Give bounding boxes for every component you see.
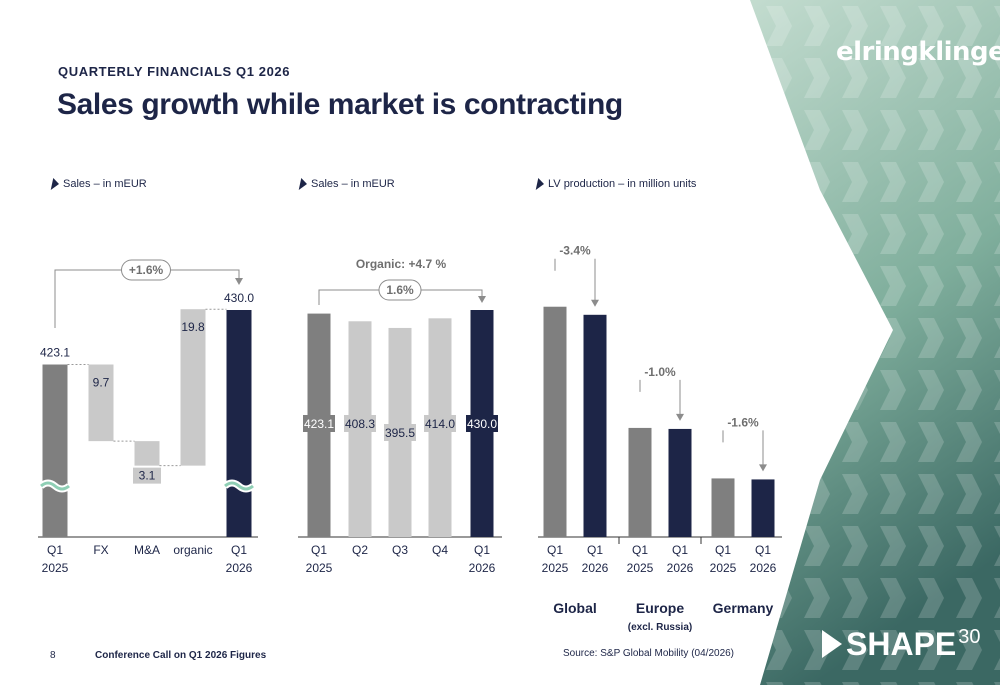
panel-label-text: LV production – in million units xyxy=(548,178,697,190)
panel-label-text: Sales – in mEUR xyxy=(311,178,395,190)
chart3-change-label: -1.0% xyxy=(644,365,676,379)
chart3-change-label: -1.6% xyxy=(727,415,759,429)
chart2-category-label: Q1 2025 xyxy=(306,543,333,575)
chart1-value-label: 19.8 xyxy=(181,320,205,334)
chart2-label-bg xyxy=(384,424,416,441)
panel-label-2: Sales – in mEUR xyxy=(298,178,395,190)
footer-text: Conference Call on Q1 2026 Figures xyxy=(95,650,267,661)
chart1-value-label: 423.1 xyxy=(40,346,70,360)
chart2-category-label: Q3 xyxy=(392,543,408,557)
chart1-category-label: organic xyxy=(173,543,212,557)
chart3-bar xyxy=(751,479,775,537)
chart2-value-label: 423.1 xyxy=(304,417,334,431)
chart2-category-label: Q1 2026 xyxy=(469,543,496,575)
chart1-category-label: Q1 2026 xyxy=(226,543,253,575)
chart3-category-label: Q1 2025 xyxy=(710,543,737,575)
chart1-axis-break xyxy=(40,481,70,491)
chart1-growth-label: +1.6% xyxy=(129,263,164,277)
chart2-growth-label-pill xyxy=(378,279,422,301)
shape-number: 30 xyxy=(958,626,981,648)
chart2-category-label: Q2 xyxy=(352,543,368,557)
chart3-bar xyxy=(543,306,567,537)
shape-word: SHAPE xyxy=(846,626,957,662)
chart1-axis-break xyxy=(224,481,254,491)
chart1-category-label: FX xyxy=(93,543,108,557)
chart3-bar xyxy=(628,427,652,537)
chart2-growth-label: 1.6% xyxy=(386,283,414,297)
chart3-bar xyxy=(711,478,735,537)
chart1-bar xyxy=(42,364,68,537)
chart1-bar xyxy=(134,441,160,466)
chart2-label-bg xyxy=(303,415,335,432)
chart1-value-label: 430.0 xyxy=(224,291,254,305)
chart3-group-name: Germany xyxy=(713,600,774,616)
chart2-category-label: Q4 xyxy=(432,543,448,557)
chart2-organic-annotation: Organic: +4.7 % xyxy=(356,257,447,271)
panel-label-3: LV production – in million units xyxy=(535,178,697,190)
chart2-bracket-arrow xyxy=(478,296,486,303)
shape-arrow-icon xyxy=(822,630,842,658)
panel-label-1: Sales – in mEUR xyxy=(50,178,147,190)
chart2-label-bg xyxy=(466,415,498,432)
chart3-change-arrow-head xyxy=(591,299,599,307)
chart2-label-bg xyxy=(344,415,376,432)
chart1-value-label: 9.7 xyxy=(93,376,110,390)
chart1-category-label: Q1 2025 xyxy=(42,543,69,575)
chart1-bar xyxy=(88,364,114,442)
source-note: Source: S&P Global Mobility (04/2026) xyxy=(563,648,735,659)
chart3-change-label: -3.4% xyxy=(559,244,591,258)
chart2-label-bg xyxy=(424,415,456,432)
chart1-value-label: 3.1 xyxy=(139,469,156,483)
chart2-value-label: 395.5 xyxy=(385,426,415,440)
chart3-bar xyxy=(583,314,607,537)
chart3-category-label: Q1 2026 xyxy=(582,543,609,575)
panel-label-text: Sales – in mEUR xyxy=(63,178,147,190)
chart2-value-label: 414.0 xyxy=(425,417,455,431)
chart3-category-label: Q1 2025 xyxy=(542,543,569,575)
chart3-category-label: Q1 2026 xyxy=(750,543,777,575)
chart2-value-label: 408.3 xyxy=(345,417,375,431)
chart1-category-label: M&A xyxy=(134,543,160,557)
elringklinger-logo: elringklinger xyxy=(836,37,1000,67)
page-number: 8 xyxy=(50,650,56,661)
chart3-group-name: Global xyxy=(553,600,597,616)
chart3-change-arrow-head xyxy=(759,464,767,472)
chart3-group-sublabel: (excl. Russia) xyxy=(628,622,692,633)
chart3-group-name: Europe xyxy=(636,600,684,616)
chart1-bracket-arrow xyxy=(235,278,243,285)
chart1-bar xyxy=(226,310,252,537)
shape30-logo: SHAPE 30 xyxy=(822,626,981,662)
chart2-value-label: 430.0 xyxy=(467,417,497,431)
chart1-bar xyxy=(180,309,206,466)
page-title: Sales growth while market is contracting xyxy=(57,88,623,121)
chart3-category-label: Q1 2025 xyxy=(627,543,654,575)
section-kicker: QUARTERLY FINANCIALS Q1 2026 xyxy=(58,64,291,79)
chart1-growth-label-pill xyxy=(121,259,171,281)
chart3-change-arrow-head xyxy=(676,413,684,421)
chart3-category-label: Q1 2026 xyxy=(667,543,694,575)
chart1-label-bg xyxy=(133,467,161,484)
chart3-bar xyxy=(668,428,692,537)
